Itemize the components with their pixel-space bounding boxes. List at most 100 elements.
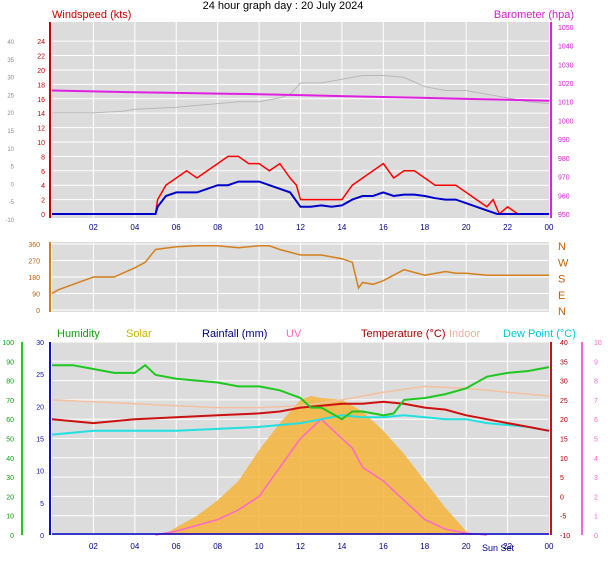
y-tick-label: 2 xyxy=(594,494,598,501)
hour-tick-label: 12 xyxy=(296,223,305,232)
wind-tick-label: 14 xyxy=(37,111,45,118)
wind-tick-label: 12 xyxy=(37,126,45,133)
indoor-label: Indoor xyxy=(449,328,481,340)
outer-tick-label: 5 xyxy=(11,165,15,171)
hour-tick-label: 18 xyxy=(420,542,429,551)
hour-tick-label: 14 xyxy=(337,542,346,551)
rainfall-label: Rainfall (mm) xyxy=(202,328,267,340)
uv-line xyxy=(155,418,487,536)
compass-label: N xyxy=(558,241,566,253)
y-tick-label: 0 xyxy=(10,533,14,540)
y-tick-label: 40 xyxy=(560,340,568,347)
outer-tick-label: 0 xyxy=(11,182,15,188)
wind-tick-label: 20 xyxy=(37,68,45,75)
hour-tick-label: 00 xyxy=(545,542,554,551)
wind-tick-label: 6 xyxy=(41,169,45,176)
direction-tick-label: 360 xyxy=(28,242,40,249)
wind-tick-label: 8 xyxy=(41,154,45,161)
temperature-label: Temperature (°C) xyxy=(361,328,445,340)
outer-tick-label: 25 xyxy=(7,93,14,99)
direction-tick-label: 180 xyxy=(28,275,40,282)
y-tick-label: 60 xyxy=(6,417,14,424)
y-tick-label: 40 xyxy=(6,456,14,463)
hour-tick-label: 04 xyxy=(130,542,139,551)
hour-tick-label: 06 xyxy=(172,542,181,551)
y-tick-label: 25 xyxy=(560,398,568,405)
baro-tick-label: 1040 xyxy=(558,44,574,51)
baro-tick-label: 980 xyxy=(558,156,570,163)
sun-set-label: Sun Set xyxy=(482,543,515,553)
rain-tick-label: 0 xyxy=(40,533,44,540)
wind-direction-line xyxy=(51,245,549,295)
y-tick-label: 20 xyxy=(6,494,14,501)
y-tick-label: -10 xyxy=(560,533,570,540)
hour-tick-label: 10 xyxy=(255,223,264,232)
outer-tick-label: 30 xyxy=(7,76,14,82)
hour-tick-label: 12 xyxy=(296,542,305,551)
compass-label: E xyxy=(558,290,565,302)
wind-tick-label: 2 xyxy=(41,198,45,205)
outer-tick-label: 10 xyxy=(7,147,14,153)
outer-tick-label: 15 xyxy=(7,129,14,135)
rain-tick-label: 25 xyxy=(36,372,44,379)
y-tick-label: 3 xyxy=(594,475,598,482)
outer-tick-label: 35 xyxy=(7,58,14,64)
y-tick-label: 1 xyxy=(594,514,598,521)
wind-tick-label: 16 xyxy=(37,97,45,104)
y-tick-label: 9 xyxy=(594,359,598,366)
rain-tick-label: 30 xyxy=(36,340,44,347)
hour-tick-label: 18 xyxy=(420,223,429,232)
hour-tick-label: 22 xyxy=(503,223,512,232)
wind-tick-label: 0 xyxy=(41,212,45,219)
baro-tick-label: 990 xyxy=(558,137,570,144)
wind-avg-line xyxy=(52,180,549,215)
y-tick-label: 0 xyxy=(594,533,598,540)
y-tick-label: 5 xyxy=(594,437,598,444)
humidity-label: Humidity xyxy=(57,328,100,340)
y-tick-label: 90 xyxy=(6,359,14,366)
wind-tick-label: 22 xyxy=(37,54,45,61)
baro-tick-label: 1050 xyxy=(558,25,574,32)
compass-label: S xyxy=(558,274,565,286)
hour-tick-label: 14 xyxy=(337,223,346,232)
y-tick-label: 50 xyxy=(6,437,14,444)
baro-tick-label: 950 xyxy=(558,212,570,219)
y-tick-label: 6 xyxy=(594,417,598,424)
y-tick-label: 30 xyxy=(560,379,568,386)
baro-tick-label: 1020 xyxy=(558,81,574,88)
hour-tick-label: 02 xyxy=(89,223,98,232)
hour-tick-label: 08 xyxy=(213,542,222,551)
y-tick-label: 20 xyxy=(560,417,568,424)
hour-tick-label: 20 xyxy=(462,223,471,232)
wind-tick-label: 4 xyxy=(41,183,45,190)
windspeed-label: Windspeed (kts) xyxy=(52,9,131,21)
wind-panel: 2422201816141210864204035302520151050-5-… xyxy=(5,9,574,232)
outer-tick-label: -10 xyxy=(5,218,14,224)
y-tick-label: 100 xyxy=(2,340,14,347)
baro-ghost-line xyxy=(52,75,550,114)
wind-max-line xyxy=(52,155,549,216)
outer-tick-label: 20 xyxy=(7,111,14,117)
y-tick-label: 30 xyxy=(6,475,14,482)
direction-tick-label: 0 xyxy=(36,308,40,315)
hour-tick-label: 10 xyxy=(255,542,264,551)
hour-tick-label: 02 xyxy=(89,542,98,551)
y-tick-label: 4 xyxy=(594,456,598,463)
humidity-line xyxy=(52,363,550,421)
wind-tick-label: 18 xyxy=(37,82,45,89)
hour-tick-label: 06 xyxy=(172,223,181,232)
y-tick-label: 0 xyxy=(560,494,564,501)
outer-tick-label: -5 xyxy=(9,200,15,206)
y-tick-label: 35 xyxy=(560,359,568,366)
baro-tick-label: 960 xyxy=(558,193,570,200)
baro-tick-label: 1010 xyxy=(558,100,574,107)
y-tick-label: 70 xyxy=(6,398,14,405)
barometer-line xyxy=(51,89,550,102)
solar-label: Solar xyxy=(126,328,152,340)
y-tick-label: -5 xyxy=(560,514,566,521)
baro-tick-label: 1030 xyxy=(558,62,574,69)
rain-tick-label: 10 xyxy=(36,469,44,476)
dewpoint-line xyxy=(51,414,550,436)
